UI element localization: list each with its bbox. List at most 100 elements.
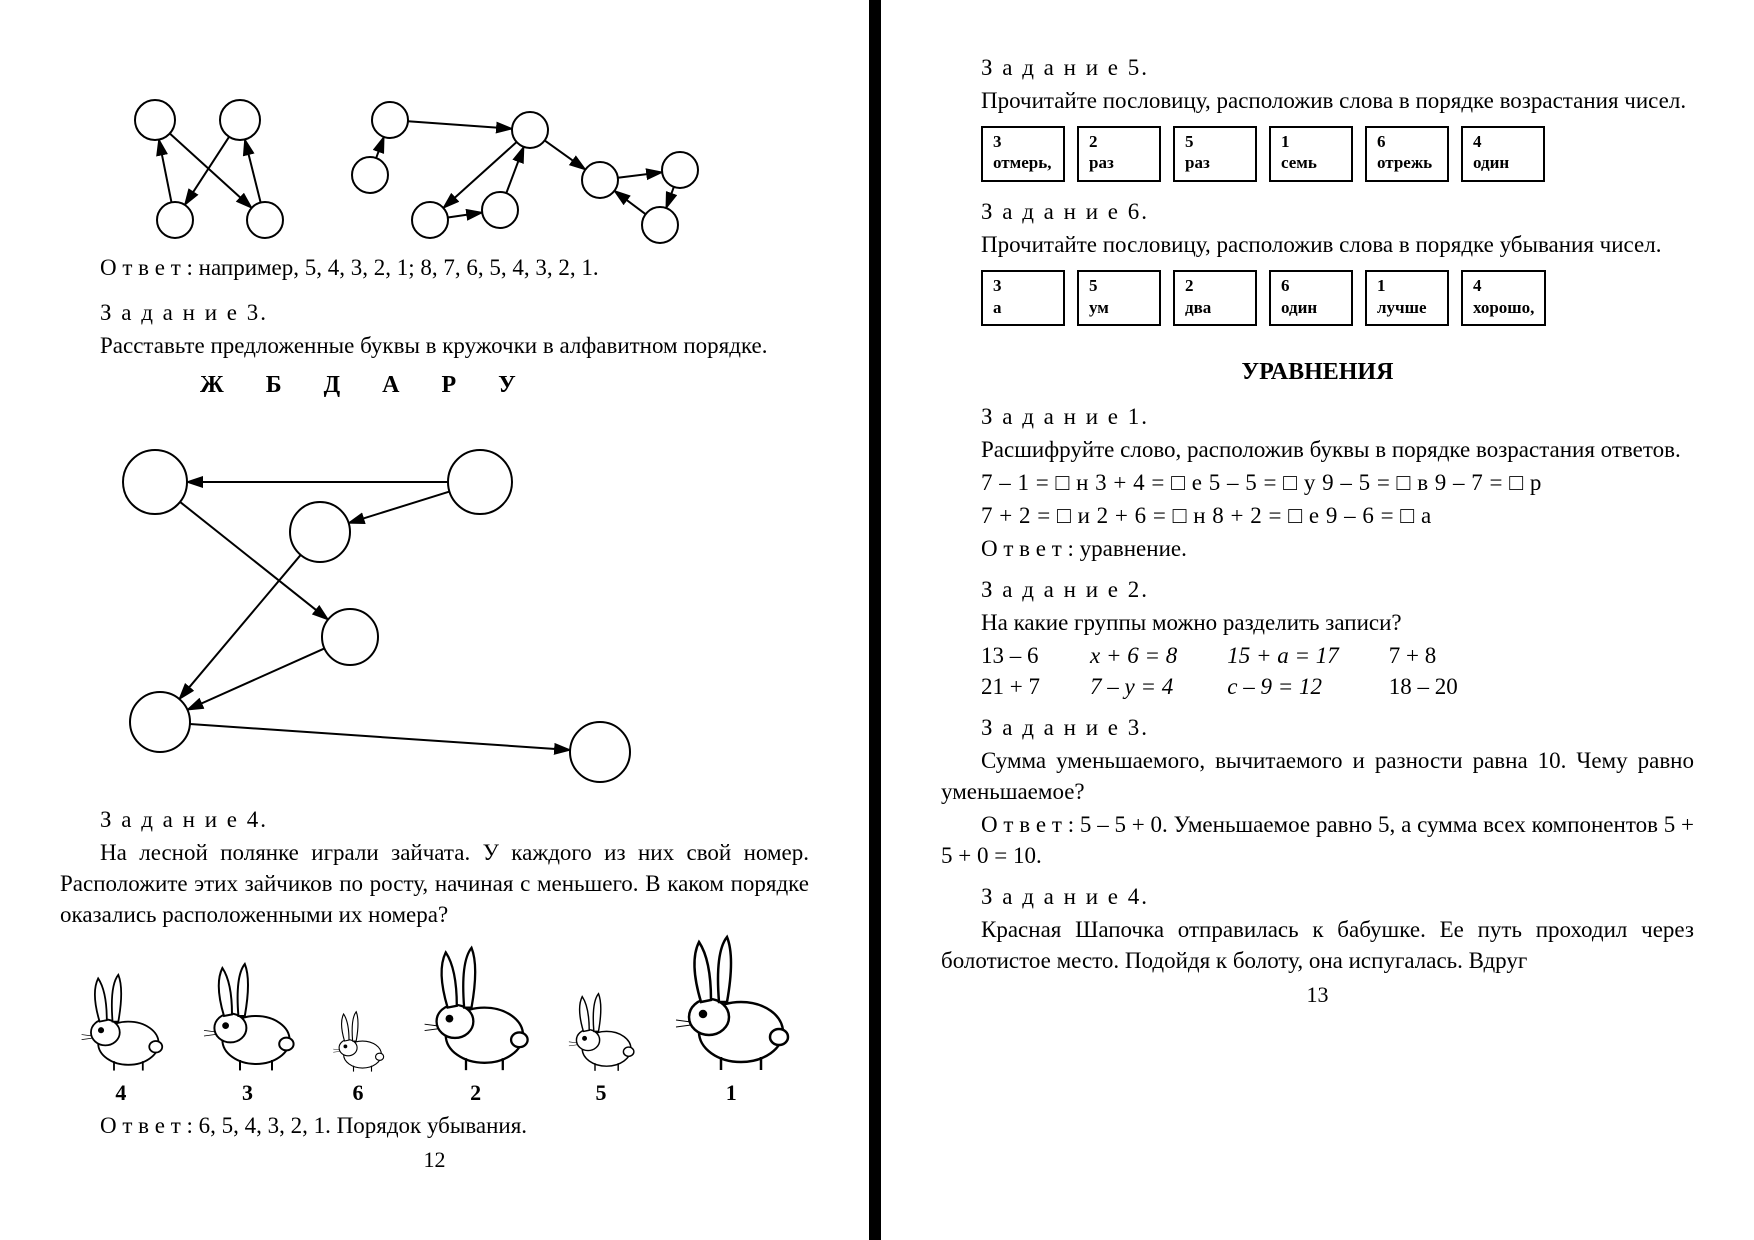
box-number: 3	[993, 132, 1053, 152]
box-number: 3	[993, 276, 1053, 296]
eq-task4-text: Красная Шапочка отправилась к бабушке. Е…	[941, 914, 1694, 976]
task5-title: З а д а н и е 5.	[941, 52, 1694, 83]
box-number: 1	[1377, 276, 1437, 296]
box-number: 6	[1281, 276, 1341, 296]
rabbits-row: 4 3 6	[60, 948, 809, 1108]
letter: Б	[266, 369, 282, 401]
word-box: 5раз	[1173, 126, 1257, 182]
rabbit: 6	[331, 1005, 385, 1108]
task5-text: Прочитайте пословицу, расположив слова в…	[941, 85, 1694, 116]
eq-column: 15 + a = 17c – 9 = 12	[1227, 640, 1339, 702]
task4-title: З а д а н и е 4.	[60, 804, 809, 835]
eq-cell: 18 – 20	[1389, 671, 1458, 702]
box-word: лучше	[1377, 298, 1427, 317]
letter: У	[498, 369, 516, 401]
box-number: 2	[1185, 276, 1245, 296]
box-word: отрежь	[1377, 153, 1432, 172]
rabbit-number: 3	[242, 1078, 253, 1108]
box-word: один	[1473, 153, 1509, 172]
rabbit: 4	[78, 964, 164, 1108]
eq-task2-title: З а д а н и е 2.	[941, 574, 1694, 605]
eq-cell: 13 – 6	[981, 640, 1040, 671]
eq-line2: 7 + 2 = □ и 2 + 6 = □ н 8 + 2 = □ е 9 – …	[981, 500, 1694, 531]
word-box: 6 один	[1269, 270, 1353, 326]
box-word: раз	[1089, 153, 1114, 172]
rabbit-number: 4	[115, 1078, 126, 1108]
box-word: хорошо,	[1473, 298, 1534, 317]
word-box: 3отмерь,	[981, 126, 1065, 182]
answer-bottom: О т в е т : 6, 5, 4, 3, 2, 1. Порядок уб…	[60, 1110, 809, 1141]
answer-top: О т в е т : например, 5, 4, 3, 2, 1; 8, …	[60, 252, 809, 283]
box-word: отмерь,	[993, 153, 1051, 172]
word-box: 6отрежь	[1365, 126, 1449, 182]
eq-cell: 15 + a = 17	[1227, 640, 1339, 671]
eq-column: 7 + 818 – 20	[1389, 640, 1458, 702]
eq-task3-title: З а д а н и е 3.	[941, 712, 1694, 743]
eq-cell: 21 + 7	[981, 671, 1040, 702]
task3-text: Расставьте предложенные буквы в кружочки…	[60, 330, 809, 361]
section-title: УРАВНЕНИЯ	[941, 356, 1694, 388]
eq-ans1: О т в е т : уравнение.	[941, 533, 1694, 564]
task6-text: Прочитайте пословицу, расположив слова в…	[941, 229, 1694, 260]
eq-column: 13 – 621 + 7	[981, 640, 1040, 702]
box-word: а	[993, 298, 1002, 317]
eq-task4-title: З а д а н и е 4.	[941, 881, 1694, 912]
task4-text: На лесной полянке играли зайчата. У кажд…	[60, 837, 809, 930]
letter: Д	[324, 369, 341, 401]
word-box: 5 ум	[1077, 270, 1161, 326]
rabbit: 1	[671, 922, 791, 1108]
word-box: 1 лучше	[1365, 270, 1449, 326]
boxes-task6: 3а5ум2два6один1лучше4хорошо,	[981, 270, 1694, 326]
letters-row: ЖБДАРУ	[200, 369, 809, 401]
box-word: семь	[1281, 153, 1317, 172]
graph3	[60, 402, 700, 802]
box-number: 1	[1281, 132, 1341, 152]
box-number: 4	[1473, 132, 1533, 152]
page-number-right: 13	[941, 980, 1694, 1010]
box-word: один	[1281, 298, 1317, 317]
page-number-left: 12	[60, 1145, 809, 1175]
rabbit-number: 6	[352, 1078, 363, 1108]
rabbit: 3	[200, 952, 296, 1108]
letter: Ж	[200, 369, 224, 401]
page-right: З а д а н и е 5. Прочитайте пословицу, р…	[877, 0, 1754, 1240]
rabbit: 5	[566, 985, 636, 1108]
word-box: 4 хорошо,	[1461, 270, 1546, 326]
rabbit: 2	[420, 934, 530, 1108]
box-number: 6	[1377, 132, 1437, 152]
rabbit-number: 2	[470, 1078, 481, 1108]
eq-line1: 7 – 1 = □ н 3 + 4 = □ е 5 – 5 = □ у 9 – …	[981, 467, 1694, 498]
box-number: 2	[1089, 132, 1149, 152]
rabbit-number: 1	[726, 1078, 737, 1108]
box-number: 4	[1473, 276, 1534, 296]
word-box: 1семь	[1269, 126, 1353, 182]
eq-column: x + 6 = 87 – y = 4	[1090, 640, 1177, 702]
eq-grid: 13 – 621 + 7 x + 6 = 87 – y = 4 15 + a = 1…	[981, 640, 1694, 702]
boxes-task5: 3отмерь,2раз5раз1семь6отрежь4один	[981, 126, 1694, 182]
eq-task3-text: Сумма уменьшаемого, вычитаемого и разнос…	[941, 745, 1694, 807]
word-box: 4один	[1461, 126, 1545, 182]
box-number: 5	[1185, 132, 1245, 152]
task6-title: З а д а н и е 6.	[941, 196, 1694, 227]
letter: Р	[441, 369, 456, 401]
box-word: раз	[1185, 153, 1210, 172]
letter: А	[382, 369, 399, 401]
eq-task2-text: На какие группы можно разделить записи?	[941, 607, 1694, 638]
box-word: ум	[1089, 298, 1109, 317]
eq-cell: 7 – y = 4	[1090, 671, 1177, 702]
word-box: 2раз	[1077, 126, 1161, 182]
page-left: О т в е т : например, 5, 4, 3, 2, 1; 8, …	[0, 0, 877, 1240]
eq-task1-text: Расшифруйте слово, расположив буквы в по…	[941, 434, 1694, 465]
box-number: 5	[1089, 276, 1149, 296]
word-box: 2 два	[1173, 270, 1257, 326]
eq-task3-ans: О т в е т : 5 – 5 + 0. Уменьшаемое равно…	[941, 809, 1694, 871]
top-graphs	[60, 50, 760, 250]
rabbit-number: 5	[596, 1078, 607, 1108]
eq-cell: x + 6 = 8	[1090, 640, 1177, 671]
box-word: два	[1185, 298, 1211, 317]
eq-task1-title: З а д а н и е 1.	[941, 401, 1694, 432]
word-box: 3а	[981, 270, 1065, 326]
eq-cell: 7 + 8	[1389, 640, 1458, 671]
task3-title: З а д а н и е 3.	[60, 297, 809, 328]
eq-cell: c – 9 = 12	[1227, 671, 1339, 702]
